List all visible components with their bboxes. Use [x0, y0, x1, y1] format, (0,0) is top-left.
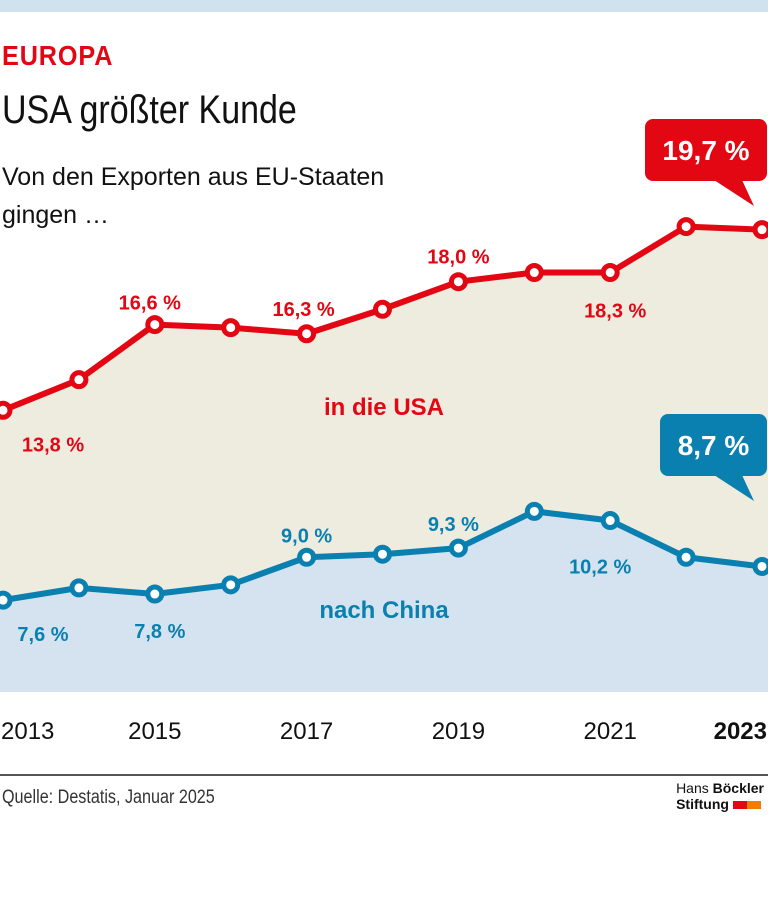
china-point-2021	[600, 511, 620, 531]
china-value-label-2021: 10,2 %	[569, 557, 631, 579]
usa-point-2019	[448, 272, 468, 292]
usa-value-label-2019: 18,0 %	[427, 247, 489, 269]
footer-divider	[0, 774, 768, 776]
chart-title: USA größter Kunde	[2, 88, 297, 132]
usa-value-label-2021: 18,3 %	[584, 301, 646, 323]
source-note: Quelle: Destatis, Januar 2025	[2, 787, 215, 808]
top-band	[0, 0, 768, 12]
logo-text-line2: Stiftung	[676, 796, 729, 812]
usa-point-2022	[676, 217, 696, 237]
usa-point-2016	[221, 318, 241, 338]
china-point-2018	[373, 544, 392, 564]
china-point-2022	[676, 547, 696, 567]
china-callout-value: 8,7 %	[678, 430, 750, 461]
usa-callout: 19,7 %	[645, 119, 767, 206]
usa-value-label-2015: 16,6 %	[119, 293, 181, 315]
logo-red-square	[732, 801, 747, 810]
x-tick-label-2021: 2021	[584, 718, 637, 745]
usa-callout-value: 19,7 %	[662, 135, 749, 166]
logo-text-light: Hans	[676, 780, 709, 796]
china-point-2023	[752, 556, 768, 576]
kicker: EUROPA	[2, 40, 114, 71]
china-value-label-2015: 7,8 %	[134, 621, 185, 643]
china-value-label-2013: 7,6 %	[17, 624, 68, 646]
usa-point-2013	[0, 400, 13, 420]
usa-point-2015	[145, 315, 165, 335]
usa-value-label-2013: 13,8 %	[22, 434, 84, 456]
logo-text-bold: Böckler	[712, 780, 764, 796]
logo-orange-square	[746, 801, 761, 810]
usa-point-2021	[600, 263, 620, 283]
x-tick-label-2017: 2017	[280, 718, 333, 745]
china-value-label-2017: 9,0 %	[281, 525, 332, 547]
hans-boeckler-logo: Hans Böckler Stiftung	[676, 780, 764, 812]
x-tick-label-2023: 2023	[714, 718, 767, 745]
usa-callout-box	[645, 119, 767, 181]
china-value-label-2019: 9,3 %	[428, 514, 479, 536]
china-callout: 8,7 %	[660, 414, 767, 501]
chart-subtitle: Von den Exporten aus EU-Staaten gingen …	[2, 163, 385, 229]
usa-point-2023	[752, 220, 768, 240]
x-tick-label-2019: 2019	[432, 718, 485, 745]
usa-point-2020	[524, 263, 544, 283]
usa-value-label-2017: 16,3 %	[272, 299, 334, 321]
china-point-2014	[69, 578, 89, 598]
china-point-2017	[297, 547, 317, 567]
usa-callout-tail	[714, 180, 754, 206]
china-point-2013	[0, 590, 13, 610]
china-point-2016	[221, 575, 241, 595]
series-label-china: nach China	[319, 597, 449, 624]
line-chart: in die USA nach China 13,8 % 16,6 % 16,3 % 18…	[0, 119, 768, 745]
series-label-usa: in die USA	[324, 394, 444, 421]
usa-point-2014	[69, 370, 89, 390]
usa-point-2018	[373, 299, 392, 319]
x-tick-label-2015: 2015	[128, 718, 181, 745]
china-point-2015	[145, 584, 165, 604]
x-tick-label-2013: 2013	[1, 718, 54, 745]
china-area	[0, 511, 768, 692]
china-callout-tail	[714, 475, 754, 501]
china-point-2019	[448, 538, 468, 558]
usa-point-2017	[297, 324, 317, 344]
china-callout-box	[660, 414, 767, 476]
china-point-2020	[524, 501, 544, 521]
